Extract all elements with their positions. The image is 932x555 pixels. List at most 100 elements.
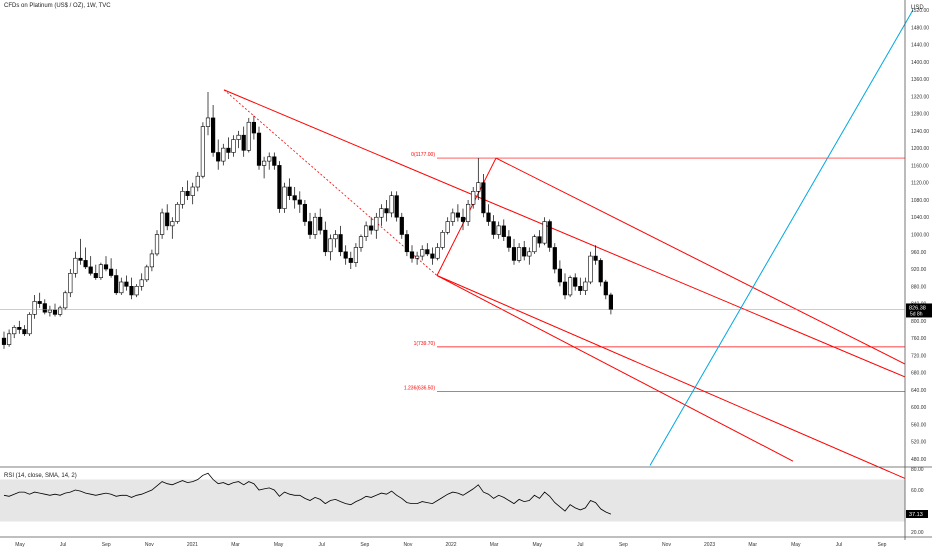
candle <box>17 320 22 334</box>
candle <box>114 269 119 295</box>
cyan-trend-line <box>649 9 914 466</box>
candle <box>379 204 384 226</box>
candle <box>180 187 185 209</box>
candle <box>542 217 547 246</box>
candle <box>353 243 359 267</box>
rsi-line <box>3 472 612 515</box>
candle <box>287 178 292 200</box>
price-tick-label: 720.00 <box>911 353 927 359</box>
candle <box>185 180 190 200</box>
candle <box>292 187 297 209</box>
channel-dashed-diagonal <box>223 89 438 276</box>
candle <box>445 217 450 235</box>
time-tick-label: Jul <box>60 542 66 548</box>
time-tick-label: Nov <box>662 542 671 548</box>
time-tick-label: Nov <box>145 542 154 548</box>
candle <box>414 251 420 265</box>
candle <box>205 92 211 136</box>
price-tick-label: 560.00 <box>911 422 927 428</box>
candle <box>226 137 231 159</box>
candle <box>52 303 58 317</box>
candle <box>267 152 272 170</box>
candle <box>134 284 139 298</box>
rsi-polyline <box>3 472 612 515</box>
last-price-tag <box>906 303 932 318</box>
candle <box>455 204 461 222</box>
time-tick-label: 2021 <box>187 542 198 548</box>
candle <box>369 217 374 235</box>
candle <box>552 243 557 274</box>
time-tick-label: Mar <box>231 542 240 548</box>
candle <box>12 325 17 339</box>
price-tick-label: 1120.00 <box>911 181 929 187</box>
candle <box>343 245 348 265</box>
candle <box>241 126 246 157</box>
candle <box>501 219 506 241</box>
candle <box>175 202 180 224</box>
candle <box>420 245 425 261</box>
time-tick-label: Sep <box>878 542 887 548</box>
candle <box>603 279 608 300</box>
candle <box>57 305 63 317</box>
candle <box>98 262 103 280</box>
time-axis[interactable]: May Jul Sep Nov 2021 Mar May Jul Sep Nov 2022 Mar Ma… <box>15 542 886 548</box>
candle <box>78 238 83 265</box>
candle <box>435 243 440 261</box>
candle <box>338 225 343 257</box>
candle <box>516 243 522 263</box>
candle <box>200 122 206 179</box>
candle <box>256 126 262 170</box>
candle <box>557 260 562 287</box>
candle <box>109 258 114 278</box>
candle <box>511 238 517 265</box>
candle <box>236 130 241 149</box>
candle <box>73 251 78 278</box>
candle <box>7 329 12 347</box>
price-tick-label: 1240.00 <box>911 129 929 135</box>
candle <box>302 199 308 226</box>
candle <box>374 212 379 239</box>
candle <box>154 230 160 257</box>
time-tick-label: Mar <box>748 542 757 548</box>
candle <box>83 247 88 270</box>
candle <box>211 104 216 157</box>
candlesticks[interactable] <box>1 92 613 349</box>
time-tick-label: Nov <box>403 542 412 548</box>
candle <box>103 256 109 272</box>
price-tick-label: 1520.00 <box>911 8 929 14</box>
candle <box>404 230 410 257</box>
candle <box>282 182 287 213</box>
candle <box>1 331 7 349</box>
candle <box>460 208 466 231</box>
candle <box>307 212 313 239</box>
candle <box>272 152 277 170</box>
channel-lower-line <box>436 275 794 462</box>
candle <box>124 275 129 291</box>
fib-1-label: 1(739.70) <box>414 341 436 347</box>
candle <box>537 230 542 248</box>
candle <box>476 158 481 200</box>
fib-0-label: 0(1177.00) <box>411 152 435 158</box>
candle <box>190 182 195 205</box>
price-axis[interactable]: 1520.00 1480.00 1440.00 1400.00 1360.00 1320.… <box>911 8 929 463</box>
last-price-value: 826.38 <box>909 305 926 311</box>
candle <box>251 115 257 140</box>
time-tick-label: Jul <box>836 542 842 548</box>
candle <box>312 212 318 239</box>
candle <box>491 215 496 239</box>
candle <box>165 204 170 231</box>
candle <box>297 191 302 213</box>
candle <box>573 273 578 291</box>
time-tick-label: May <box>274 542 284 548</box>
fib-1236-label: 1.236(636.50) <box>404 385 435 391</box>
price-tick-label: 480.00 <box>911 457 927 463</box>
last-price-countdown: 5d 8h <box>910 311 923 317</box>
candle <box>42 299 47 315</box>
candle <box>527 247 532 265</box>
candle <box>384 199 389 222</box>
candle <box>221 143 226 166</box>
candle <box>440 230 445 250</box>
rsi-value-tag <box>906 510 928 519</box>
price-tick-label: 640.00 <box>911 388 927 394</box>
